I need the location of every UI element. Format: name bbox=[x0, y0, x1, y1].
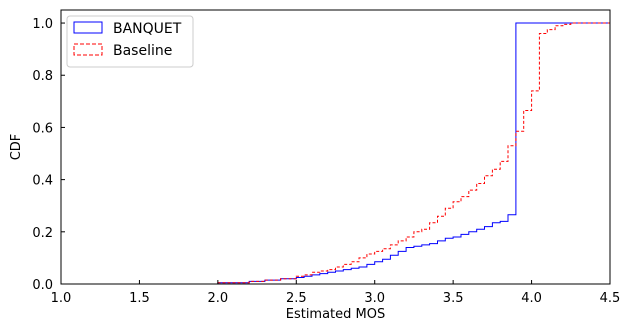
x-tick-label: 4.0 bbox=[521, 291, 542, 306]
x-tick-label: 2.0 bbox=[208, 291, 229, 306]
legend-label-banquet: BANQUET bbox=[113, 21, 182, 37]
y-tick-label: 0.0 bbox=[32, 278, 53, 293]
ticks-layer: 1.0 1.5 2.0 2.5 3.0 3.5 4.0 4.5 0.0 0.2 0.4 0.6 0.8 1… bbox=[32, 17, 620, 306]
series-line-banquet bbox=[148, 22, 610, 285]
legend-swatch-banquet bbox=[73, 21, 103, 34]
y-tick-label: 1.0 bbox=[32, 17, 53, 32]
x-tick-label: 3.0 bbox=[364, 291, 385, 306]
y-tick-label: 0.8 bbox=[32, 69, 53, 84]
x-tick-label: 2.5 bbox=[286, 291, 307, 306]
x-tick-label: 4.5 bbox=[600, 291, 621, 306]
legend-swatch-baseline bbox=[73, 43, 103, 56]
y-tick-label: 0.4 bbox=[32, 174, 53, 189]
x-tick-label: 3.5 bbox=[443, 291, 464, 306]
x-tick-label: 1.5 bbox=[129, 291, 150, 306]
plot-frame bbox=[60, 9, 611, 285]
x-tick-label: 1.0 bbox=[51, 291, 72, 306]
legend-box bbox=[66, 15, 194, 68]
y-axis-label: CDF bbox=[9, 134, 24, 161]
legend-label-baseline: Baseline bbox=[113, 43, 172, 59]
y-tick-label: 0.2 bbox=[32, 226, 53, 241]
legend: BANQUET Baseline bbox=[66, 15, 194, 68]
y-tick-label: 0.6 bbox=[32, 121, 53, 136]
series-line-baseline bbox=[148, 22, 610, 285]
series-layer bbox=[148, 22, 610, 285]
x-axis-label: Estimated MOS bbox=[286, 307, 386, 322]
